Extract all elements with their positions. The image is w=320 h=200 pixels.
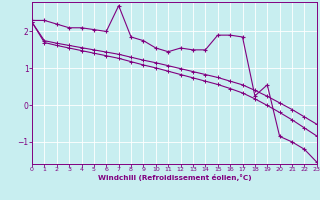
X-axis label: Windchill (Refroidissement éolien,°C): Windchill (Refroidissement éolien,°C) [98,174,251,181]
